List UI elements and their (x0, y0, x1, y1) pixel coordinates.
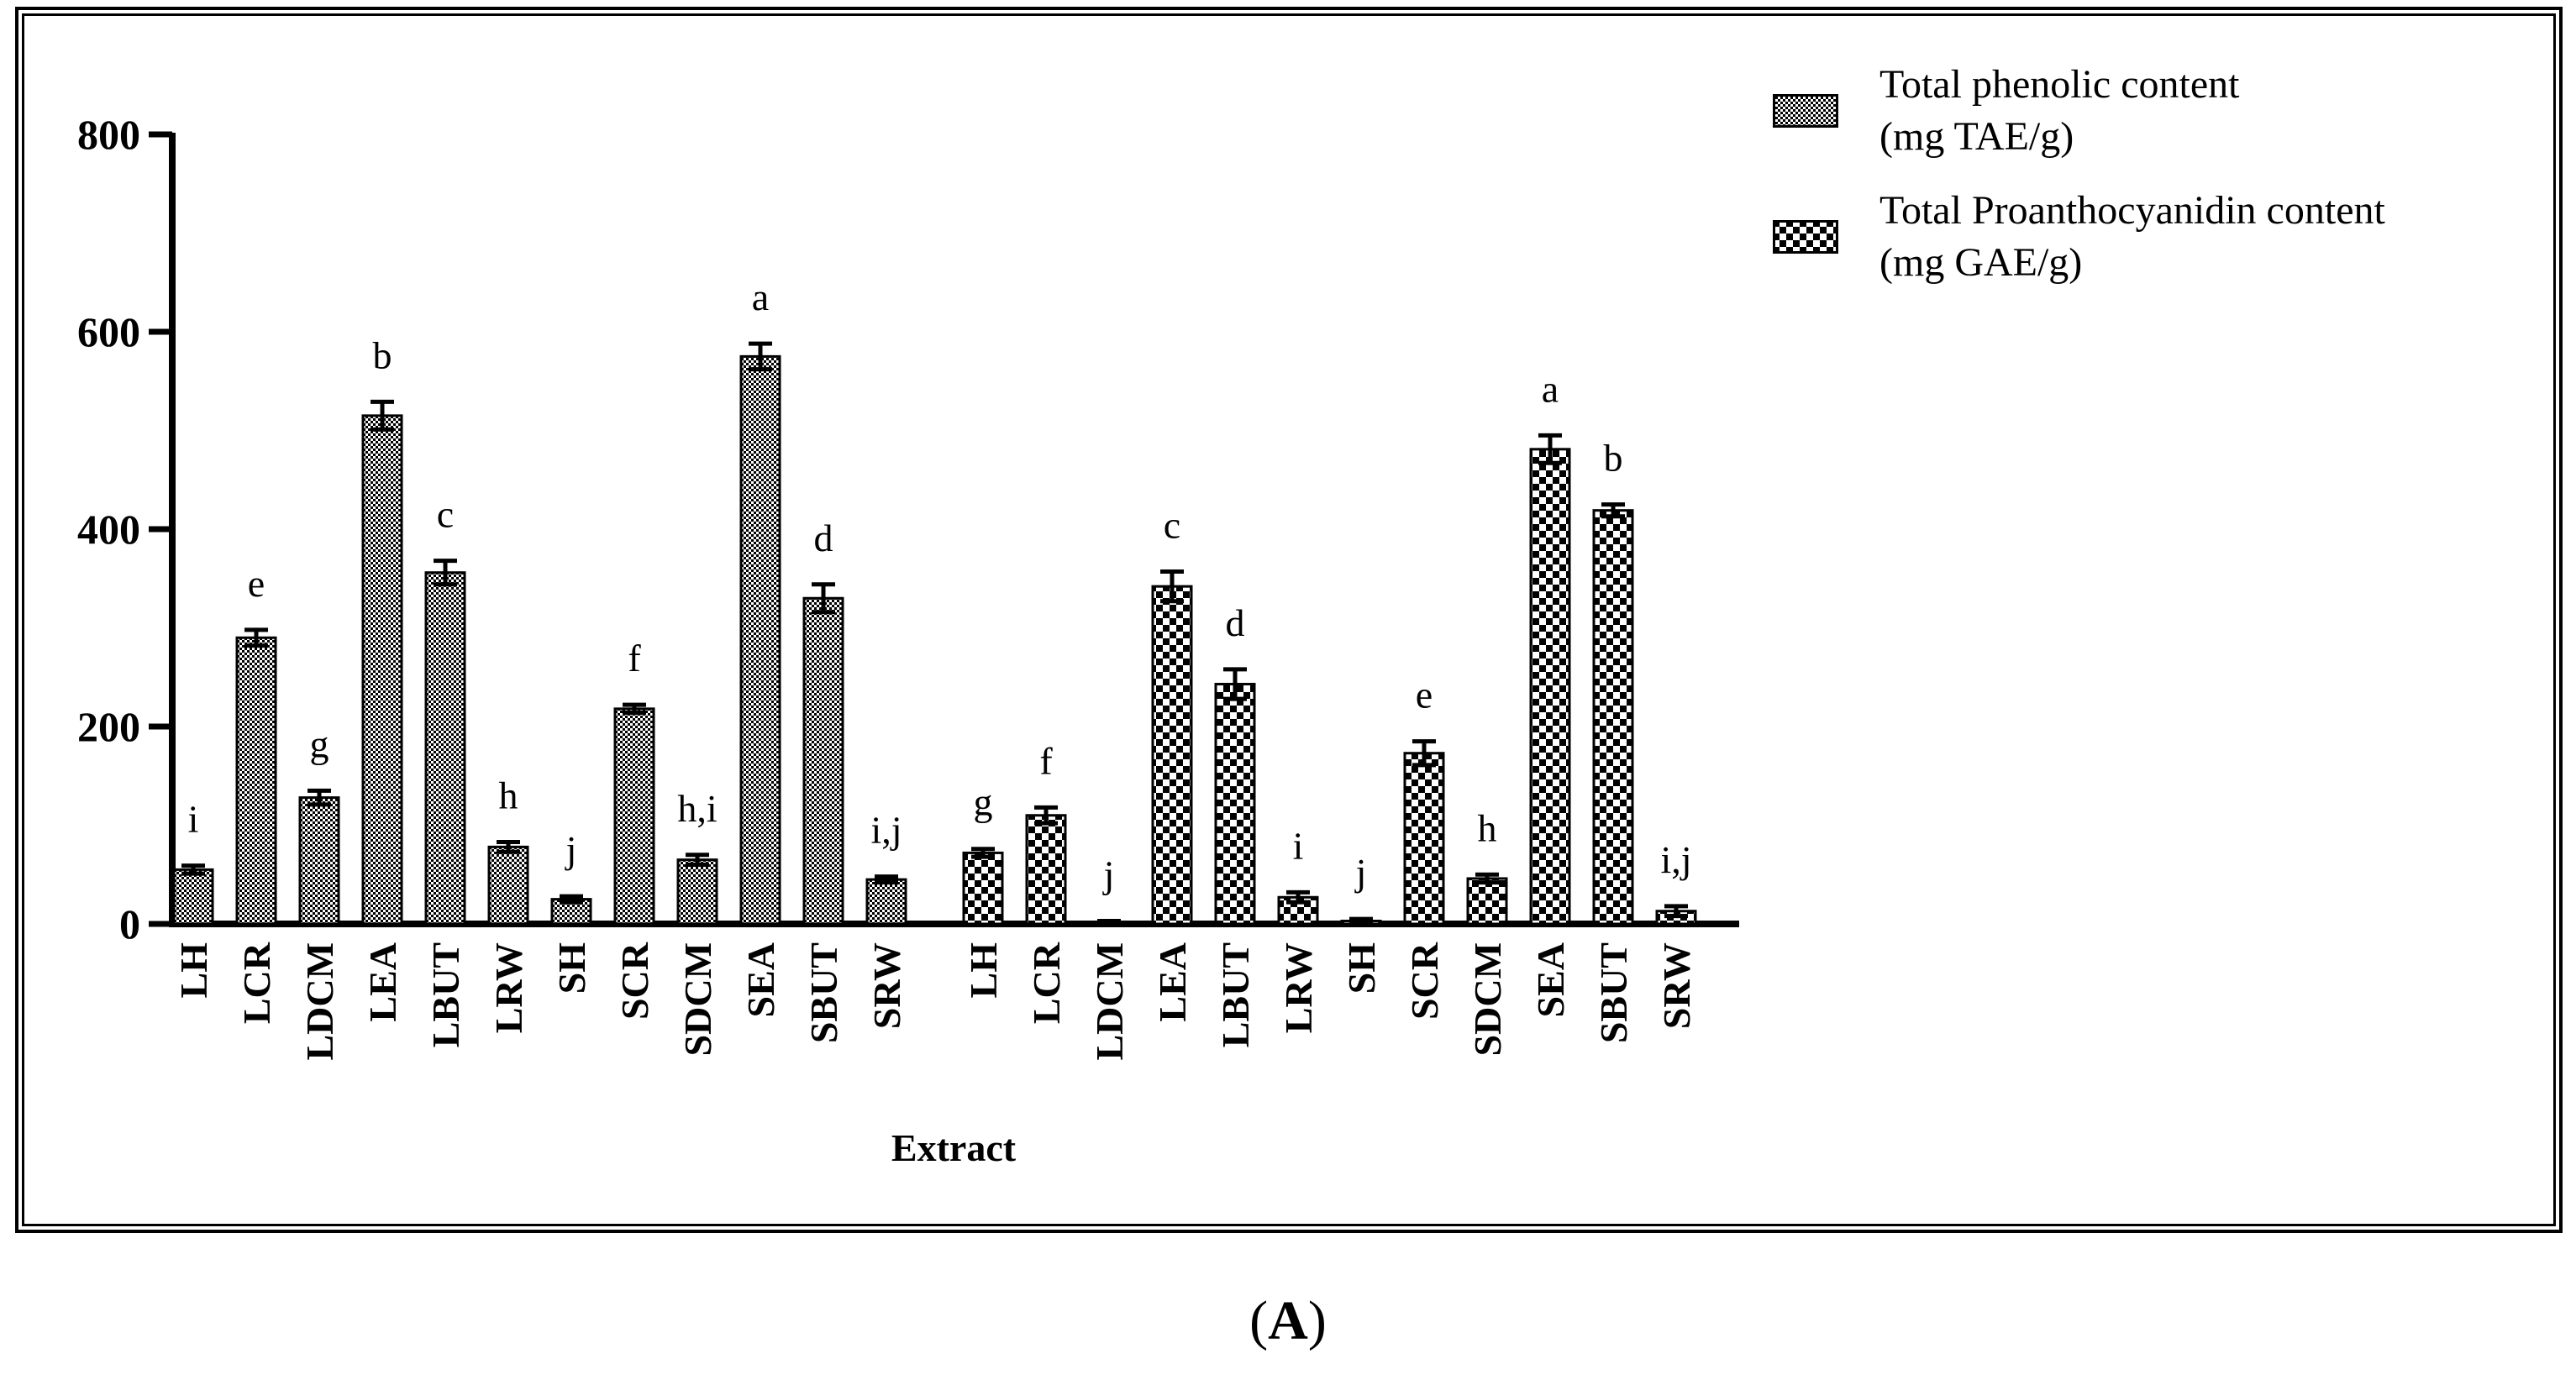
significance-letter-s1-LH: i (188, 798, 199, 841)
x-tick-label-s1-LH: LH (172, 942, 215, 999)
x-tick-label-s1-SRW: SRW (865, 942, 908, 1029)
significance-letter-s1-SRW: i,j (870, 809, 902, 852)
y-tick-label-800: 800 (77, 111, 140, 158)
bar-s2-SCR (1403, 752, 1445, 926)
significance-letter-s2-SEA: a (1542, 367, 1559, 410)
x-axis-title: Extract (891, 1126, 1017, 1169)
significance-letter-s1-LCR: e (248, 562, 265, 605)
bar-s2-SEA (1529, 448, 1571, 926)
bar-s1-SDCM (676, 858, 718, 926)
significance-letter-s2-LH: g (974, 781, 993, 824)
x-tick-label-s2-LDCM: LDCM (1088, 942, 1131, 1061)
legend-swatch-phenolic (1773, 94, 1838, 128)
significance-letter-s2-SRW: i,j (1660, 838, 1691, 881)
significance-letter-s2-LDCM: j (1102, 853, 1115, 895)
bar-s1-LCR (235, 636, 277, 926)
y-tick-label-200: 200 (77, 703, 140, 750)
figure-inner-frame (22, 13, 2556, 1226)
panel-label-open-paren: ( (1249, 1290, 1269, 1351)
bar-s2-LH (962, 851, 1004, 926)
y-tick-label-0: 0 (119, 900, 140, 947)
x-tick-label-s1-SDCM: SDCM (676, 942, 719, 1056)
x-tick-label-s2-LRW: LRW (1277, 942, 1320, 1033)
bar-s2-LEA (1151, 585, 1193, 926)
x-tick-label-s1-LRW: LRW (487, 942, 530, 1033)
panel-label: (A) (0, 1289, 2576, 1353)
significance-letter-s2-SDCM: h (1478, 806, 1497, 849)
significance-letter-s2-LBUT: d (1226, 601, 1245, 644)
significance-letter-s1-LRW: h (499, 774, 518, 816)
bar-s1-SBUT (802, 596, 844, 926)
bar-s1-LH (172, 868, 214, 926)
significance-letter-s1-SCR: f (628, 637, 641, 680)
x-tick-label-s1-LEA: LEA (361, 942, 404, 1022)
x-tick-label-s2-LCR: LCR (1025, 942, 1068, 1024)
legend: Total phenolic content (mg TAE/g) Total … (1769, 59, 2558, 311)
bar-s1-LBUT (424, 571, 466, 926)
bar-s2-SBUT (1592, 509, 1634, 926)
x-tick-label-s1-LDCM: LDCM (298, 942, 341, 1061)
bar-s1-SEA (739, 354, 781, 926)
legend-unit-phenolic: (mg TAE/g) (1879, 114, 2074, 159)
x-tick-label-s2-SH: SH (1340, 942, 1383, 994)
bar-s2-SDCM (1466, 877, 1508, 926)
bar-s1-SCR (613, 707, 655, 926)
x-tick-label-s2-LBUT: LBUT (1214, 942, 1257, 1047)
x-tick-label-s1-SCR: SCR (613, 942, 656, 1020)
legend-item-phenolic: Total phenolic content (mg TAE/g) (1769, 59, 2558, 185)
legend-unit-proanthocyanidin: (mg GAE/g) (1879, 240, 2083, 285)
significance-letter-s1-LBUT: c (437, 493, 454, 536)
x-tick-label-s1-LBUT: LBUT (424, 942, 467, 1047)
x-tick-label-s2-SBUT: SBUT (1592, 942, 1635, 1043)
significance-letter-s2-SH: j (1354, 851, 1367, 894)
significance-letter-s1-LDCM: g (310, 722, 329, 765)
legend-swatch-proanthocyanidin (1773, 220, 1838, 254)
significance-letter-s1-LEA: b (373, 333, 392, 376)
x-tick-label-s2-LH: LH (962, 942, 1005, 999)
figure-outer-frame (15, 7, 2563, 1233)
x-tick-label-s1-LCR: LCR (235, 942, 278, 1024)
significance-letter-s2-SCR: e (1416, 674, 1433, 716)
bar-s1-LRW (487, 845, 529, 926)
significance-letter-s2-LCR: f (1039, 739, 1053, 782)
x-tick-label-s2-SCR: SCR (1403, 942, 1446, 1020)
x-tick-label-s2-LEA: LEA (1151, 942, 1194, 1022)
panel-label-letter: A (1268, 1290, 1308, 1351)
y-tick-label-400: 400 (77, 506, 140, 553)
significance-letter-s1-SBUT: d (814, 517, 833, 559)
y-tick-label-600: 600 (77, 308, 140, 355)
panel-label-close-paren: ) (1307, 1290, 1327, 1351)
significance-letter-s2-SBUT: b (1604, 437, 1623, 480)
bar-s2-LCR (1025, 814, 1067, 926)
bar-s1-LEA (361, 414, 403, 926)
bar-s1-LDCM (298, 796, 340, 926)
legend-item-proanthocyanidin: Total Proanthocyanidin content (mg GAE/g… (1769, 185, 2558, 311)
x-tick-label-s1-SH: SH (550, 942, 593, 994)
bar-s2-LBUT (1214, 682, 1256, 926)
significance-letter-s2-LRW: i (1293, 824, 1304, 867)
significance-letter-s2-LEA: c (1164, 504, 1180, 547)
significance-letter-s1-SDCM: h,i (677, 787, 717, 830)
x-tick-label-s2-SEA: SEA (1529, 942, 1572, 1017)
x-tick-label-s2-SDCM: SDCM (1466, 942, 1509, 1056)
x-tick-label-s1-SBUT: SBUT (802, 942, 845, 1043)
bar-s1-SRW (865, 878, 907, 926)
legend-label-phenolic: Total phenolic content (1879, 62, 2240, 107)
legend-label-proanthocyanidin: Total Proanthocyanidin content (1879, 188, 2385, 233)
x-tick-label-s2-SRW: SRW (1655, 942, 1698, 1029)
significance-letter-s1-SEA: a (752, 275, 769, 318)
x-tick-label-s1-SEA: SEA (739, 942, 782, 1017)
significance-letter-s1-SH: j (565, 828, 577, 871)
